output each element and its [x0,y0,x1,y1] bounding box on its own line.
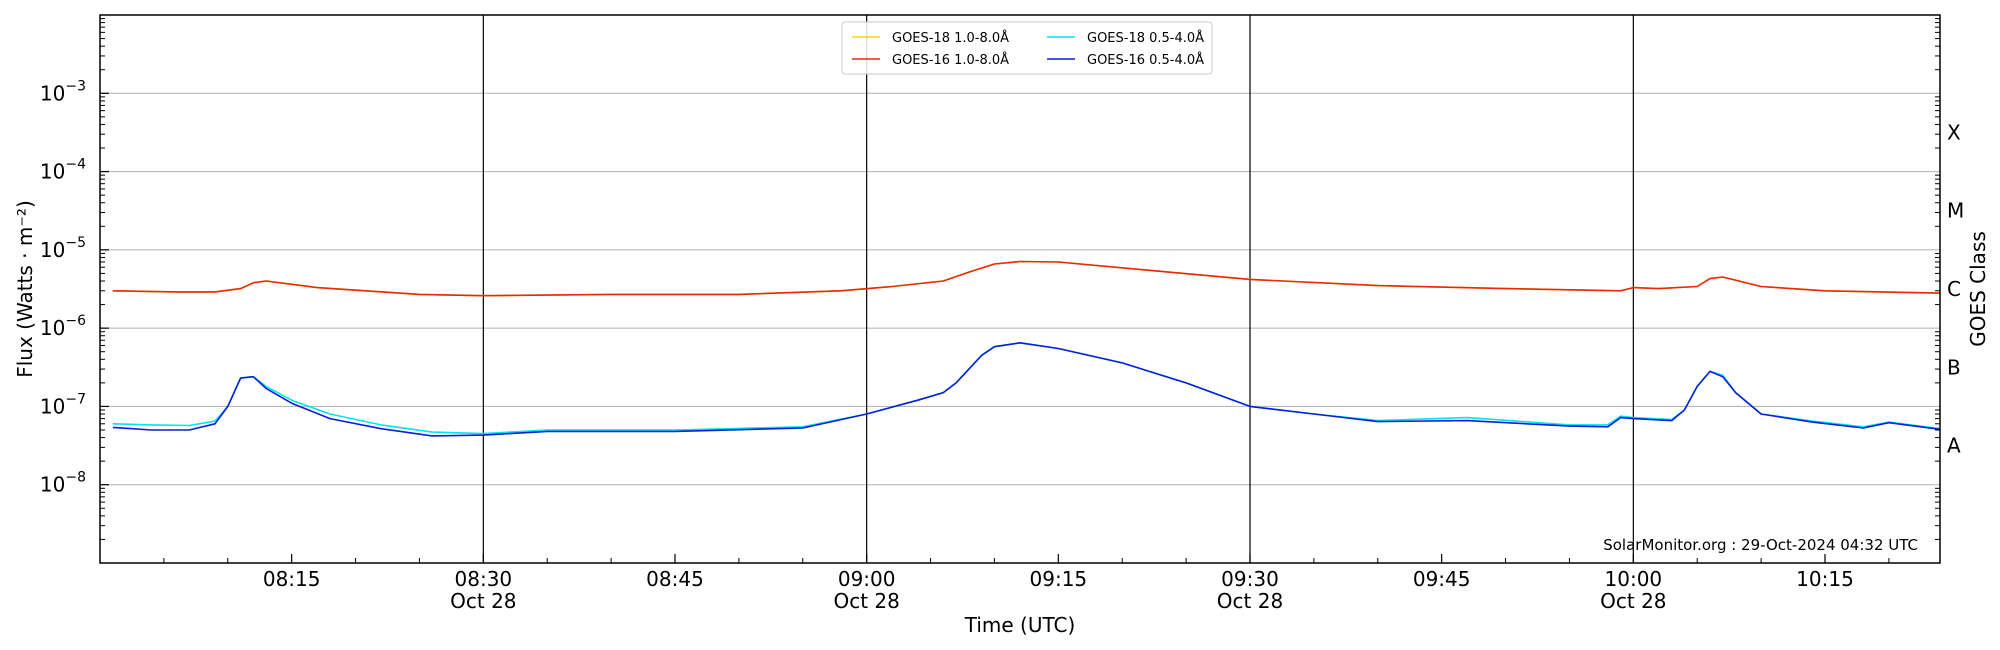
x-tick-label: 09:15 [1030,567,1088,591]
goes-class-label: X [1947,120,1961,144]
y-axis-title: Flux (Watts · m⁻²) [13,200,37,378]
x-tick-label: 09:00 [838,567,896,591]
y-tick-label: 10−6 [40,313,86,340]
x-tick-date-label: Oct 28 [833,589,899,613]
x-tick-label: 08:30 [455,567,513,591]
legend-label: GOES-16 1.0-8.0Å [892,52,1009,68]
x-tick-label: 09:45 [1413,567,1471,591]
y-tick-label: 10−8 [40,470,86,497]
x-tick-label: 10:15 [1796,567,1854,591]
series-line [112,341,1941,437]
legend-box [841,21,1213,75]
goes-class-label: M [1947,199,1964,223]
x-axis-title: Time (UTC) [964,613,1076,637]
x-tick-date-label: Oct 28 [1217,589,1283,613]
x-tick-label: 09:30 [1221,567,1279,591]
plot-frame [99,14,1941,564]
goes-class-label: C [1947,277,1961,301]
y-tick-label: 10−4 [40,157,86,184]
x-tick-label: 08:15 [263,567,321,591]
legend-label: GOES-18 0.5-4.0Å [1087,30,1204,46]
x-tick-label: 10:00 [1605,567,1663,591]
y-tick-label: 10−5 [40,235,86,262]
series-line [112,260,1941,297]
goes-class-label: B [1947,355,1961,379]
flux-series [112,260,1941,437]
series-line [112,260,1941,297]
source-annotation: SolarMonitor.org : 29-Oct-2024 04:32 UTC [1603,536,1918,554]
goes-class-axis-title: GOES Class [1966,231,1990,347]
legend-label: GOES-18 1.0-8.0Å [892,30,1009,46]
y-tick-label: 10−3 [40,78,86,105]
x-tick-label: 08:45 [646,567,704,591]
y-tick-label: 10−7 [40,391,86,418]
legend-label: GOES-16 0.5-4.0Å [1087,52,1204,68]
x-tick-date-label: Oct 28 [450,589,516,613]
x-tick-date-label: Oct 28 [1600,589,1666,613]
goes-class-label: A [1947,434,1961,458]
legend: GOES-18 1.0-8.0Å GOES-18 0.5-4.0Å GOES-16 … [841,21,1213,75]
day-marker-lines [482,15,1634,563]
